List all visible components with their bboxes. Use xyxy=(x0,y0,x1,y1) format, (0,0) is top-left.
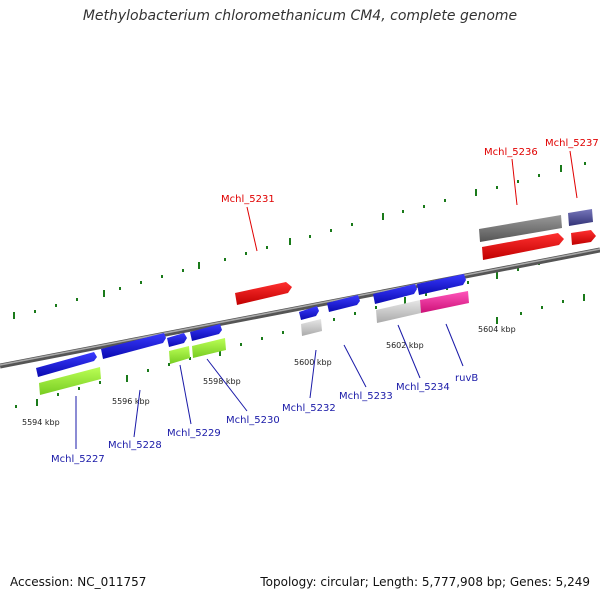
gene-arrow-mchl-5229[interactable] xyxy=(167,333,187,347)
gene-arrow-ruvb[interactable] xyxy=(417,274,466,295)
gene-label-mchl-5231[interactable]: Mchl_5231 xyxy=(221,194,275,205)
label-leader-lines xyxy=(75,150,578,449)
map-title: Methylobacterium chloromethanicum CM4, c… xyxy=(82,8,518,24)
gene-arrow-mchl-5234[interactable] xyxy=(373,284,417,304)
gene-bar-mchl-5236[interactable] xyxy=(479,215,562,242)
kbp-labels: 5594 kbp 5596 kbp 5598 kbp 5600 kbp 5602… xyxy=(22,325,516,427)
gene-bar-mchl-5229[interactable] xyxy=(169,346,190,364)
gene-label-mchl-5230[interactable]: Mchl_5230 xyxy=(226,415,280,426)
kbp-label-5600: 5600 kbp xyxy=(294,358,332,367)
gene-bar-mchl-5227[interactable] xyxy=(39,367,101,395)
gene-arrow-mchl-5230[interactable] xyxy=(190,324,222,341)
gene-arrow-mchl-5228[interactable] xyxy=(101,333,166,359)
gene-bar-mchl-5234[interactable] xyxy=(376,300,421,323)
gene-label-mchl-5232[interactable]: Mchl_5232 xyxy=(282,403,336,414)
kbp-label-5598: 5598 kbp xyxy=(203,377,241,386)
gene-arrow-mchl-5237[interactable] xyxy=(571,230,596,245)
gene-arrow-mchl-5236[interactable] xyxy=(482,233,564,260)
minus-strand-genes xyxy=(36,274,469,395)
kbp-label-5596: 5596 kbp xyxy=(112,397,150,406)
gene-arrow-mchl-5231[interactable] xyxy=(235,282,292,305)
gene-labels: Mchl_5227 Mchl_5228 Mchl_5229 Mchl_5230 … xyxy=(51,138,599,465)
gene-bar-mchl-5237[interactable] xyxy=(568,209,593,226)
gene-bar-mchl-5232[interactable] xyxy=(301,319,322,336)
gene-arrow-mchl-5232[interactable] xyxy=(299,306,319,320)
genome-summary-text: Topology: circular; Length: 5,777,908 bp… xyxy=(260,575,590,589)
gene-label-mchl-5229[interactable]: Mchl_5229 xyxy=(167,428,221,439)
upper-tick-row xyxy=(13,162,586,319)
gene-arrow-mchl-5233[interactable] xyxy=(327,295,360,312)
gene-label-mchl-5234[interactable]: Mchl_5234 xyxy=(396,382,450,393)
gene-label-ruvb[interactable]: ruvB xyxy=(455,373,478,384)
gene-arrow-mchl-5227[interactable] xyxy=(36,352,97,377)
kbp-label-5594: 5594 kbp xyxy=(22,418,60,427)
gene-label-mchl-5237[interactable]: Mchl_5237 xyxy=(545,138,599,149)
kbp-label-5604: 5604 kbp xyxy=(478,325,516,334)
gene-bar-mchl-5230[interactable] xyxy=(192,338,226,358)
plus-strand-genes xyxy=(235,209,596,305)
gene-label-mchl-5233[interactable]: Mchl_5233 xyxy=(339,391,393,402)
gene-label-mchl-5227[interactable]: Mchl_5227 xyxy=(51,454,105,465)
kbp-label-5602: 5602 kbp xyxy=(386,341,424,350)
gene-bar-ruvb[interactable] xyxy=(420,291,469,313)
gene-label-mchl-5236[interactable]: Mchl_5236 xyxy=(484,147,538,158)
gene-label-mchl-5228[interactable]: Mchl_5228 xyxy=(108,440,162,451)
accession-text: Accession: NC_011757 xyxy=(10,575,147,589)
genome-backbone xyxy=(0,247,600,369)
